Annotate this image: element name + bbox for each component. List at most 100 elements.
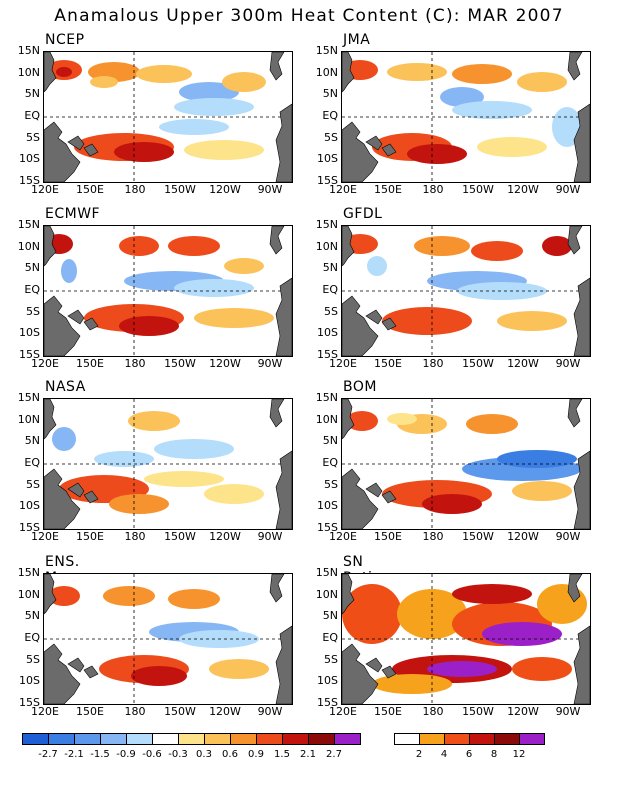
longitude-label: 90W	[257, 530, 283, 543]
longitude-label: 120E	[329, 705, 357, 718]
contour-region	[114, 142, 174, 162]
colorbar-swatch	[256, 733, 283, 745]
colorbar-label: -2.1	[64, 749, 84, 760]
land-mask	[83, 490, 99, 504]
land-mask	[44, 574, 57, 615]
panel-title: ECMWF	[45, 206, 101, 222]
longitude-label: 180	[124, 530, 146, 543]
longitude-label: 120W	[209, 530, 241, 543]
colorbar-label: 1.5	[274, 749, 290, 760]
land-mask	[365, 657, 383, 673]
contour-region	[224, 258, 264, 274]
contour-region	[537, 584, 587, 624]
land-mask	[275, 625, 292, 704]
latitude-label: 5S	[324, 652, 338, 666]
contour-region	[367, 256, 387, 276]
latitude-label: 15S	[19, 174, 40, 187]
longitude-label: 150W	[462, 705, 494, 718]
contour-region	[222, 72, 266, 92]
latitude-label: 15N	[17, 44, 40, 57]
land-mask	[573, 277, 590, 356]
longitude-label: 150E	[76, 357, 104, 370]
longitude-label: 120W	[507, 357, 539, 370]
latitude-label: 10S	[19, 326, 40, 340]
colorbar-label: 4	[440, 749, 448, 760]
land-mask	[365, 135, 383, 151]
land-mask	[342, 52, 355, 93]
longitude-label: 90W	[555, 357, 581, 370]
contour-region	[131, 666, 187, 686]
contour-region	[168, 589, 220, 609]
longitude-label: 150W	[164, 705, 196, 718]
latitude-label: 10S	[19, 499, 40, 513]
panel-title: NCEP	[45, 32, 85, 48]
longitude-label: 150E	[76, 705, 104, 718]
longitude-label: 150E	[374, 705, 402, 718]
colorbar-swatch	[282, 733, 309, 745]
contour-region	[452, 584, 532, 604]
longitude-label: 90W	[257, 705, 283, 718]
latitude-label: 10N	[17, 65, 40, 79]
figure-title: Anamalous Upper 300m Heat Content (C): M…	[54, 6, 564, 26]
longitude-label: 150E	[374, 183, 402, 196]
latitude-label: 15N	[315, 44, 338, 57]
contour-region	[372, 674, 452, 694]
colorbar-label: -0.6	[142, 749, 162, 760]
colorbar-swatch	[100, 733, 127, 745]
colorbar-swatch	[204, 733, 231, 745]
longitude-label: 180	[422, 705, 444, 718]
latitude-label: 15S	[317, 521, 338, 534]
latitude-label: EQ	[322, 109, 338, 122]
latitude-label: 5N	[24, 434, 40, 448]
colorbar-swatch	[394, 733, 420, 745]
colorbar-swatch	[494, 733, 520, 745]
longitude-label: 120W	[507, 183, 539, 196]
latitude-label: EQ	[322, 631, 338, 644]
contour-region	[56, 67, 72, 77]
longitude-label: 150W	[462, 357, 494, 370]
longitude-label: 150W	[462, 183, 494, 196]
contour-region	[209, 659, 269, 679]
contour-region	[457, 282, 547, 300]
latitude-label: EQ	[24, 456, 40, 469]
land-mask	[573, 450, 590, 529]
land-mask	[381, 317, 397, 331]
contour-region	[477, 137, 547, 157]
contour-map	[43, 398, 293, 530]
colorbar-label: -1.5	[90, 749, 110, 760]
colorbar-label: 2	[415, 749, 423, 760]
latitude-label: EQ	[24, 283, 40, 296]
latitude-label: 5N	[322, 434, 338, 448]
latitude-label: 5N	[322, 609, 338, 623]
land-mask	[275, 103, 292, 182]
land-mask	[365, 482, 383, 498]
land-mask	[269, 574, 285, 603]
latitude-label: EQ	[322, 283, 338, 296]
contour-region	[471, 241, 523, 261]
longitude-label: 150E	[76, 183, 104, 196]
latitude-label: EQ	[24, 109, 40, 122]
land-mask	[342, 643, 379, 704]
longitude-label: 150W	[164, 357, 196, 370]
land-mask	[44, 643, 81, 704]
latitude-label: 15S	[19, 696, 40, 709]
latitude-label: 5S	[324, 477, 338, 491]
latitude-label: 10N	[315, 65, 338, 79]
contour-region	[136, 65, 192, 83]
longitude-label: 90W	[257, 357, 283, 370]
land-mask	[275, 277, 292, 356]
longitude-label: 150W	[164, 530, 196, 543]
latitude-label: 15N	[17, 391, 40, 404]
land-mask	[573, 625, 590, 704]
colorbar-label: 8	[490, 749, 498, 760]
latitude-label: 5S	[26, 130, 40, 144]
colorbar-label: 6	[465, 749, 473, 760]
latitude-label: 10S	[317, 674, 338, 688]
longitude-label: 120E	[329, 183, 357, 196]
longitude-label: 180	[124, 357, 146, 370]
contour-region	[346, 411, 378, 431]
land-mask	[44, 468, 81, 529]
contour-region	[119, 236, 159, 256]
colorbar-label: 2.1	[300, 749, 316, 760]
colorbar-label: 2.7	[326, 749, 342, 760]
